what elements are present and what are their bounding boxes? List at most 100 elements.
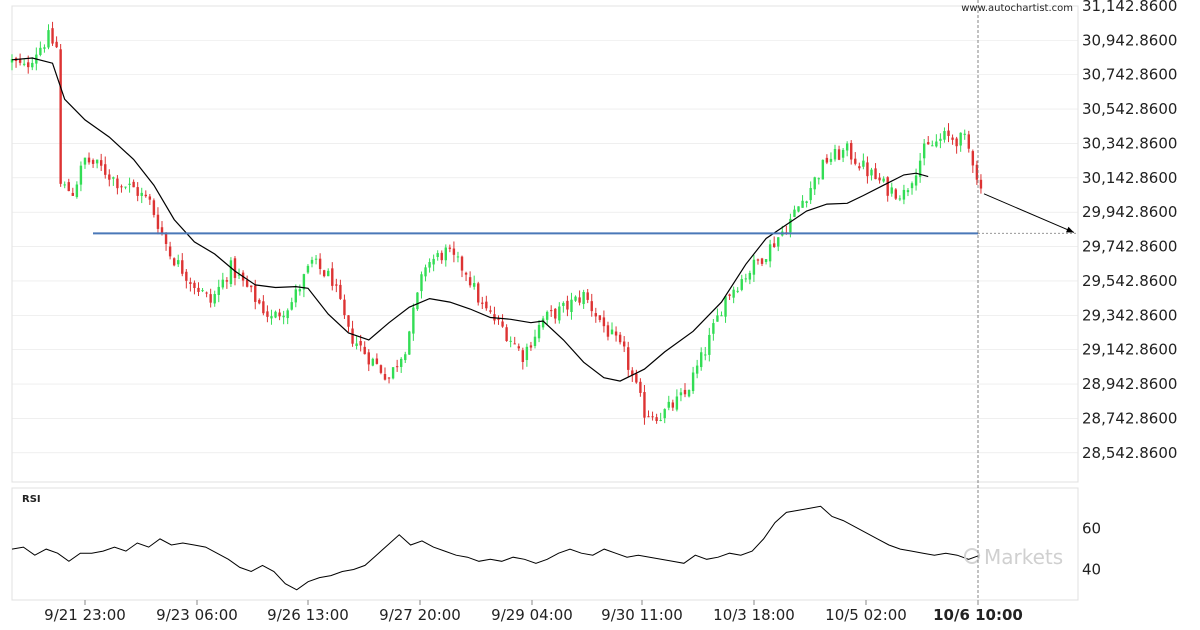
candle-body (927, 142, 930, 145)
candle-body (939, 138, 942, 141)
candle-body (440, 252, 443, 261)
candle-body (371, 358, 375, 366)
candle-body (744, 278, 748, 280)
candle-body (67, 182, 70, 192)
candle-body (979, 179, 983, 189)
candle-body (890, 187, 893, 194)
candle-body (59, 49, 62, 184)
candle-body (963, 133, 966, 135)
candle-body (501, 321, 504, 327)
candle-body (947, 130, 950, 136)
candle-body (813, 177, 816, 190)
candle-body (177, 260, 180, 265)
candle-body (768, 244, 772, 262)
candle-body (566, 300, 569, 310)
price-tick-label: 29,542.8600 (1082, 272, 1177, 290)
rsi-tick-label: 60 (1082, 520, 1101, 538)
candle-body (724, 296, 727, 317)
candle-body (525, 346, 529, 361)
candle-body (144, 194, 147, 197)
candle-body (274, 311, 277, 318)
candle-body (55, 41, 58, 48)
candle-body (270, 316, 273, 319)
candle-body (550, 310, 553, 312)
candle-body (570, 299, 573, 313)
candle-body (594, 313, 597, 317)
candle-body (574, 296, 577, 301)
candle-body (829, 158, 833, 162)
candle-body (185, 271, 188, 281)
candle-body (258, 299, 261, 304)
candle-body (302, 274, 306, 290)
candle-body (687, 389, 691, 397)
candle-body (79, 165, 83, 185)
candle-body (209, 294, 212, 303)
candle-body (675, 396, 679, 410)
candle-body (420, 274, 423, 292)
candle-body (517, 346, 520, 349)
candle-body (845, 143, 849, 151)
candle-body (318, 258, 322, 269)
candle-body (112, 177, 115, 179)
candle-body (554, 308, 557, 319)
candle-body (294, 289, 297, 303)
rsi-panel: RSI 60 40 Markets (11, 487, 1101, 601)
candle-body (870, 169, 873, 176)
rsi-panel-frame (11, 487, 1079, 601)
candle-body (464, 272, 468, 275)
price-tick-label: 28,542.8600 (1082, 444, 1177, 462)
candle-body (347, 315, 350, 327)
candle-body (18, 59, 22, 63)
price-tick-label: 30,742.8600 (1082, 66, 1177, 84)
candle-body (262, 301, 265, 314)
candle-body (51, 28, 54, 44)
candle-body (39, 47, 42, 55)
candle-body (444, 247, 447, 261)
time-tick-label: 10/3 18:00 (713, 606, 795, 624)
candle-body (363, 346, 366, 355)
candle-body (404, 354, 407, 361)
candle-body (862, 160, 865, 167)
candle-body (967, 134, 970, 149)
forecast-arrow (983, 193, 1075, 233)
candle-body (428, 262, 431, 268)
candle-body (772, 243, 776, 248)
price-tick-label: 29,942.8600 (1082, 203, 1177, 221)
candle-body (505, 327, 508, 341)
candle-body (833, 148, 837, 160)
candle-body (752, 259, 756, 275)
candle-body (197, 287, 200, 292)
candle-body (266, 311, 269, 317)
candle-body (533, 336, 537, 346)
candle-body (47, 30, 50, 48)
candle-body (278, 312, 281, 317)
candle-body (748, 272, 752, 280)
candle-body (193, 282, 196, 289)
candle-body (541, 318, 545, 328)
candle-body (331, 268, 334, 286)
price-tick-label: 28,742.8600 (1082, 409, 1177, 427)
candle-body (229, 260, 233, 285)
price-panel: 31,142.8600 30,942.8600 30,742.8600 30,542.… (10, 0, 1177, 483)
candle-body (221, 279, 225, 288)
price-tick-label: 30,542.8600 (1082, 100, 1177, 118)
candle-body (805, 201, 808, 204)
candle-body (639, 381, 642, 393)
candle-body (882, 178, 885, 182)
candle-body (971, 151, 975, 166)
candle-body (205, 292, 208, 294)
candle-body (456, 256, 460, 258)
candle-body (286, 310, 289, 319)
time-tick-label: 10/5 02:00 (825, 606, 907, 624)
candle-body (582, 291, 585, 305)
candle-body (10, 59, 14, 63)
candle-body (910, 183, 914, 189)
moving-average-line (11, 57, 929, 382)
candle-body (189, 282, 192, 284)
candle-body (841, 149, 845, 158)
candle-body (43, 47, 46, 49)
candle-body (448, 247, 452, 249)
candle-body (282, 315, 285, 318)
candle-body (87, 157, 91, 163)
